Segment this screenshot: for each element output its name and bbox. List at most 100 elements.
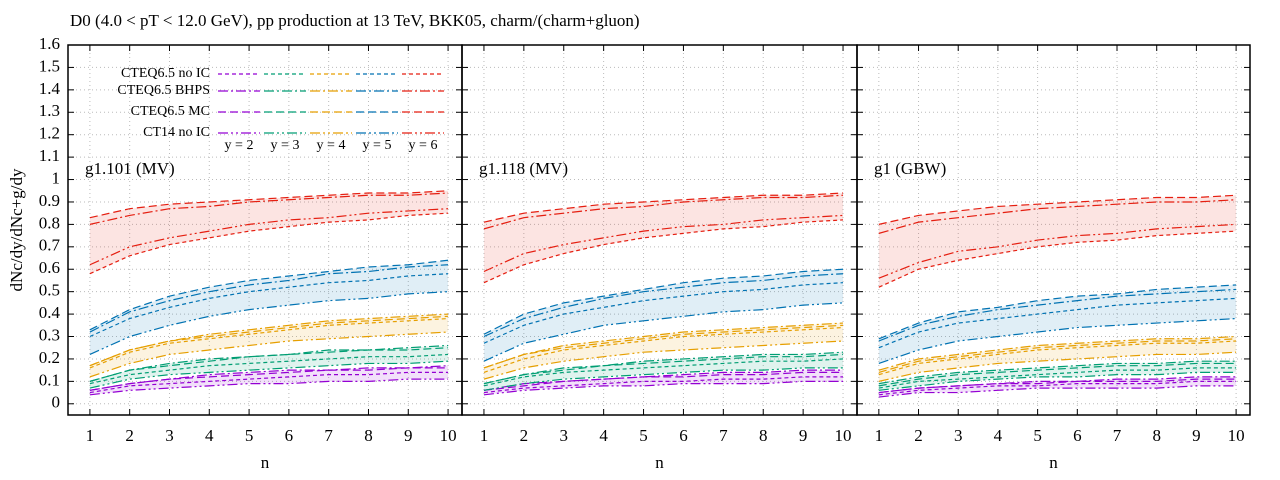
y-tick-label: 1.4 — [39, 79, 61, 98]
legend-label: CTEQ6.5 no IC — [121, 66, 210, 81]
y-tick-label: 1.6 — [39, 34, 60, 53]
y-tick-label: 0.4 — [39, 303, 61, 322]
x-tick-label: 8 — [1152, 426, 1161, 445]
y-tick-label: 1 — [52, 168, 61, 187]
x-tick-label: 8 — [759, 426, 768, 445]
x-tick-label: 9 — [1192, 426, 1201, 445]
y-tick-label: 1.5 — [39, 56, 60, 75]
legend-rapidity: y = 6 — [409, 138, 438, 153]
y-tick-label: 0.3 — [39, 325, 60, 344]
series-line — [878, 223, 1237, 279]
x-tick-label: 9 — [404, 426, 413, 445]
band — [483, 269, 844, 362]
y-tick-label: 1.1 — [39, 146, 60, 165]
legend-rapidity: y = 2 — [225, 138, 254, 153]
plot-area — [483, 192, 844, 396]
y-tick-label: 1.2 — [39, 124, 60, 143]
series-line — [878, 338, 1237, 373]
series-line — [89, 315, 449, 367]
series-line — [483, 273, 844, 338]
x-tick-label: 4 — [205, 426, 214, 445]
y-tick-label: 0.5 — [39, 281, 60, 300]
series-line — [483, 380, 844, 396]
series-line — [483, 302, 844, 362]
series-line — [483, 326, 844, 373]
x-tick-label: 7 — [719, 426, 728, 445]
x-tick-label: 2 — [520, 426, 529, 445]
series-line — [878, 360, 1237, 385]
legend-rapidity: y = 5 — [363, 138, 392, 153]
series-line — [878, 317, 1237, 364]
y-tick-label: 1.3 — [39, 101, 60, 120]
x-tick-label: 4 — [599, 426, 608, 445]
band — [89, 190, 449, 274]
series-line — [89, 208, 449, 266]
y-tick-label: 0.8 — [39, 213, 60, 232]
series-line — [89, 264, 449, 333]
series-line — [483, 194, 844, 230]
series-line — [483, 353, 844, 385]
x-tick-label: 2 — [125, 426, 134, 445]
band — [89, 365, 449, 395]
series-line — [483, 214, 844, 273]
band — [483, 323, 844, 380]
x-tick-label: 6 — [1073, 426, 1082, 445]
x-tick-label: 1 — [875, 426, 884, 445]
series-line — [89, 378, 449, 396]
series-line — [89, 347, 449, 382]
band — [89, 314, 449, 377]
series-line — [89, 317, 449, 369]
x-tick-label: 3 — [165, 426, 174, 445]
series-line — [483, 268, 844, 335]
series-line — [878, 199, 1237, 234]
series-line — [89, 192, 449, 225]
x-tick-label: 4 — [994, 426, 1003, 445]
series-line — [483, 192, 844, 223]
series-line — [89, 331, 449, 378]
x-tick-label: 10 — [835, 426, 852, 445]
series-line — [878, 376, 1237, 394]
x-tick-label: 10 — [440, 426, 457, 445]
series-line — [878, 371, 1237, 391]
panel-label: g1.118 (MV) — [479, 159, 568, 178]
series-line — [89, 259, 449, 331]
series-line — [878, 284, 1237, 340]
y-tick-label: 0.7 — [39, 236, 61, 255]
band — [878, 361, 1237, 391]
series-line — [483, 340, 844, 380]
series-line — [878, 230, 1237, 288]
legend-rapidity: y = 3 — [271, 138, 300, 153]
y-tick-label: 0.9 — [39, 191, 60, 210]
panel-label: g1 (GBW) — [874, 159, 946, 178]
legend-rapidity: y = 4 — [317, 138, 346, 153]
series-line — [483, 367, 844, 391]
plot-area — [89, 190, 449, 396]
series-line — [89, 190, 449, 219]
x-axis-label: n — [261, 453, 270, 472]
series-line — [878, 297, 1237, 349]
series-line — [89, 291, 449, 356]
legend-label: CT14 no IC — [143, 125, 210, 140]
series-line — [878, 385, 1237, 398]
x-tick-label: 3 — [954, 426, 963, 445]
x-tick-label: 6 — [679, 426, 688, 445]
x-tick-label: 7 — [324, 426, 333, 445]
y-tick-label: 0 — [52, 393, 61, 412]
panel-frame — [856, 44, 1251, 416]
series-line — [878, 194, 1237, 225]
chart-title: D0 (4.0 < pT < 12.0 GeV), pp production … — [70, 11, 640, 30]
x-axis-label: n — [1049, 453, 1058, 472]
series-line — [878, 380, 1237, 396]
band — [483, 352, 844, 391]
x-tick-label: 10 — [1228, 426, 1245, 445]
series-line — [483, 282, 844, 344]
series-line — [89, 360, 449, 389]
series-line — [89, 273, 449, 338]
series-line — [483, 219, 844, 284]
x-tick-label: 1 — [86, 426, 95, 445]
series-line — [483, 369, 844, 391]
x-tick-label: 6 — [285, 426, 294, 445]
series-line — [483, 324, 844, 369]
y-tick-label: 0.2 — [39, 348, 60, 367]
